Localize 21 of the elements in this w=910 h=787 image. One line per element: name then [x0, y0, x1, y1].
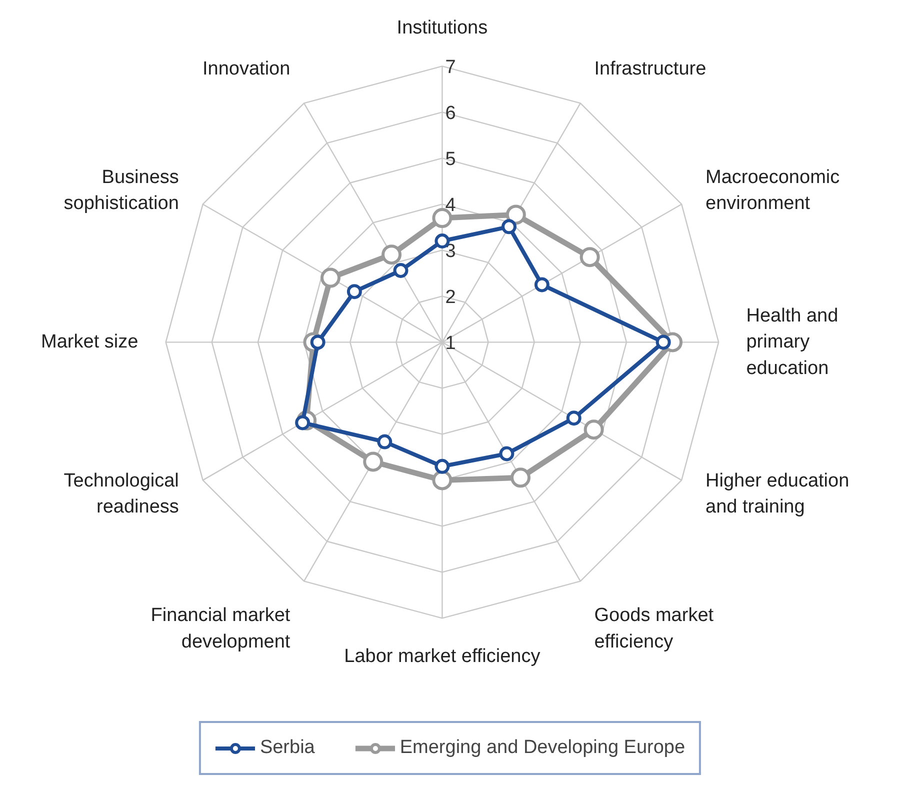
y-tick-label: 7 [445, 57, 456, 78]
spoke-label: Technological readiness [64, 470, 179, 518]
legend-label: Serbia [260, 737, 315, 759]
spoke-label: Macroeconomic environment [706, 166, 840, 214]
legend-label: Emerging and Developing Europe [400, 737, 686, 759]
spoke-label: Market size [41, 332, 138, 353]
spoke-label: Health and primary education [746, 305, 838, 379]
y-tick-label: 5 [445, 149, 456, 170]
y-tick-label: 4 [445, 195, 456, 216]
y-tick-label: 2 [445, 287, 456, 308]
y-tick-label: 1 [445, 333, 456, 354]
spoke-label: Labor market efficiency [344, 646, 541, 667]
spoke-label: Innovation [202, 58, 290, 80]
spoke-label: Infrastructure [594, 58, 706, 80]
spoke-label: Institutions [396, 18, 488, 39]
spoke-label: Goods market efficiency [594, 605, 714, 652]
spoke-label: Business sophistication [64, 166, 179, 214]
y-tick-label: 3 [445, 241, 456, 262]
y-tick-label: 6 [445, 103, 456, 124]
spoke-label: Financial market development [150, 605, 291, 652]
spoke-label: Higher education and training [706, 470, 850, 518]
